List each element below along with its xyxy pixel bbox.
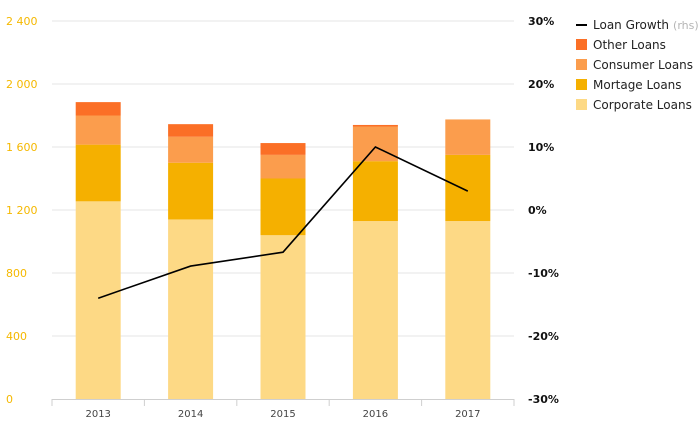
y-left-tick-label: 2 400 (6, 15, 38, 28)
x-tick-label: 2017 (455, 409, 480, 420)
legend-label: Consumer Loans (593, 58, 693, 72)
bar-segment (75, 102, 121, 116)
y-right-tick-label: -10% (528, 267, 559, 280)
bar-segment (168, 219, 214, 399)
legend: Loan Growth (rhs) Other Loans Consumer Loan… (576, 18, 699, 112)
legend-label: Other Loans (593, 38, 666, 52)
bar-segment (260, 154, 306, 179)
bar-segment (168, 162, 214, 220)
y-left-tick-label: 1 600 (6, 141, 38, 154)
bar-segment (168, 136, 214, 163)
bar-segment (352, 126, 398, 162)
x-tick-label: 2014 (178, 409, 203, 420)
y-left-tick-label: 0 (6, 393, 13, 406)
bar-segment (75, 144, 121, 202)
y-left-tick-label: 1 200 (6, 204, 38, 217)
legend-suffix: (rhs) (673, 19, 699, 32)
y-right-tick-label: 10% (528, 141, 554, 154)
legend-swatch (576, 99, 587, 110)
y-right-tick-label: 0% (528, 204, 547, 217)
legend-label: Mortage Loans (593, 78, 682, 92)
loan-growth-line-group (97, 146, 469, 299)
loan-growth-line (97, 146, 469, 299)
axes: 0 400 800 1 200 1 600 2 000 2 400 -30% -20% -10% 0… (6, 15, 559, 420)
bar-segment (445, 119, 491, 155)
y-right-tick-label: -30% (528, 393, 559, 406)
bar-segment (75, 115, 121, 145)
bar-segment (352, 221, 398, 399)
legend-swatch (576, 39, 587, 50)
bar-segment (75, 201, 121, 399)
bar-segment (445, 221, 491, 399)
bar-segment (260, 235, 306, 399)
bar-segment (352, 161, 398, 222)
x-tick-label: 2013 (85, 409, 110, 420)
x-tick-label: 2016 (363, 409, 388, 420)
legend-label: Loan Growth (rhs) (593, 18, 699, 32)
y-left-tick-label: 400 (6, 330, 27, 343)
legend-swatch (576, 79, 587, 90)
legend-swatch (576, 59, 587, 70)
y-right-tick-label: -20% (528, 330, 559, 343)
y-right-tick-label: 20% (528, 78, 554, 91)
y-left-tick-label: 2 000 (6, 78, 38, 91)
bar-segment (260, 143, 306, 155)
legend-label: Corporate Loans (593, 98, 692, 112)
bars (75, 102, 491, 399)
bar-segment (352, 124, 398, 127)
bar-segment (168, 124, 214, 137)
bar-segment (260, 178, 306, 236)
y-left-tick-label: 800 (6, 267, 27, 280)
bar-segment (445, 154, 491, 222)
x-tick-label: 2015 (270, 409, 295, 420)
y-right-tick-label: 30% (528, 15, 554, 28)
